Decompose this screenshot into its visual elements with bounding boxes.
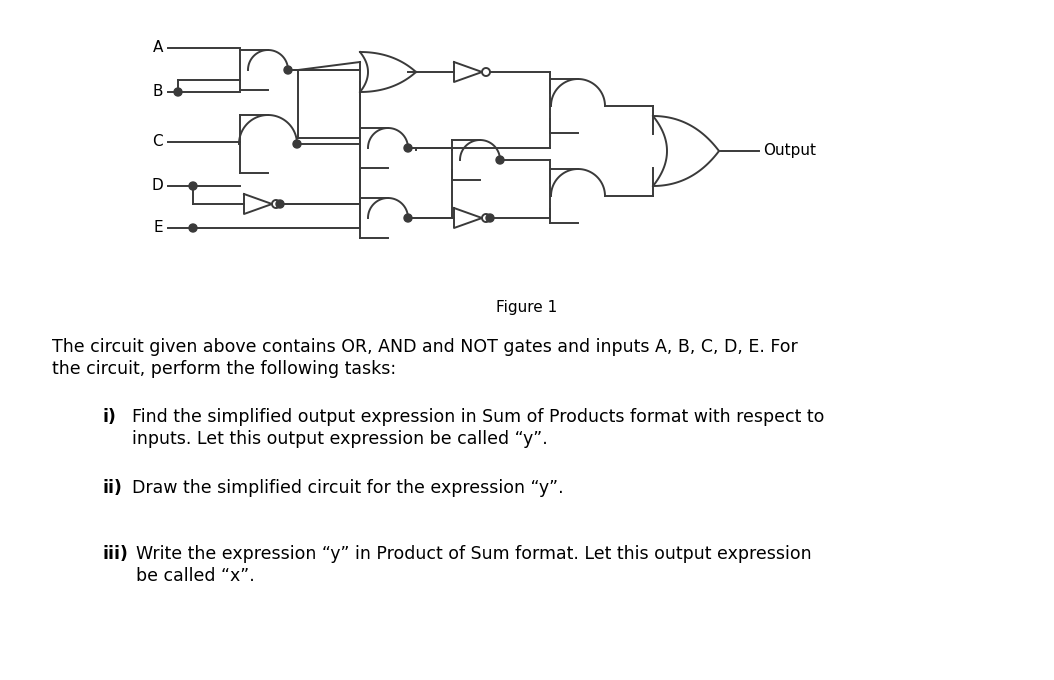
Text: ii): ii) <box>102 479 122 497</box>
Circle shape <box>293 140 301 148</box>
Text: Figure 1: Figure 1 <box>496 300 558 315</box>
Circle shape <box>496 156 504 164</box>
Text: Find the simplified output expression in Sum of Products format with respect to: Find the simplified output expression in… <box>132 409 824 426</box>
Text: iii): iii) <box>102 545 128 563</box>
Circle shape <box>276 200 284 208</box>
Text: the circuit, perform the following tasks:: the circuit, perform the following tasks… <box>52 360 396 378</box>
Text: Output: Output <box>763 143 816 158</box>
Text: be called “x”.: be called “x”. <box>136 567 255 585</box>
Circle shape <box>404 214 412 222</box>
Text: C: C <box>153 135 163 150</box>
Text: i): i) <box>102 409 116 426</box>
Text: A: A <box>153 41 163 56</box>
Circle shape <box>404 144 412 152</box>
Circle shape <box>284 66 292 74</box>
Text: D: D <box>152 178 163 194</box>
Text: Write the expression “y” in Product of Sum format. Let this output expression: Write the expression “y” in Product of S… <box>136 545 812 563</box>
Circle shape <box>189 224 197 232</box>
Text: inputs. Let this output expression be called “y”.: inputs. Let this output expression be ca… <box>132 430 548 448</box>
Circle shape <box>486 214 494 222</box>
Circle shape <box>189 182 197 190</box>
Text: The circuit given above contains OR, AND and NOT gates and inputs A, B, C, D, E.: The circuit given above contains OR, AND… <box>52 338 798 356</box>
Circle shape <box>174 88 182 96</box>
Text: B: B <box>153 84 163 99</box>
Text: Draw the simplified circuit for the expression “y”.: Draw the simplified circuit for the expr… <box>132 479 564 497</box>
Text: E: E <box>154 220 163 235</box>
